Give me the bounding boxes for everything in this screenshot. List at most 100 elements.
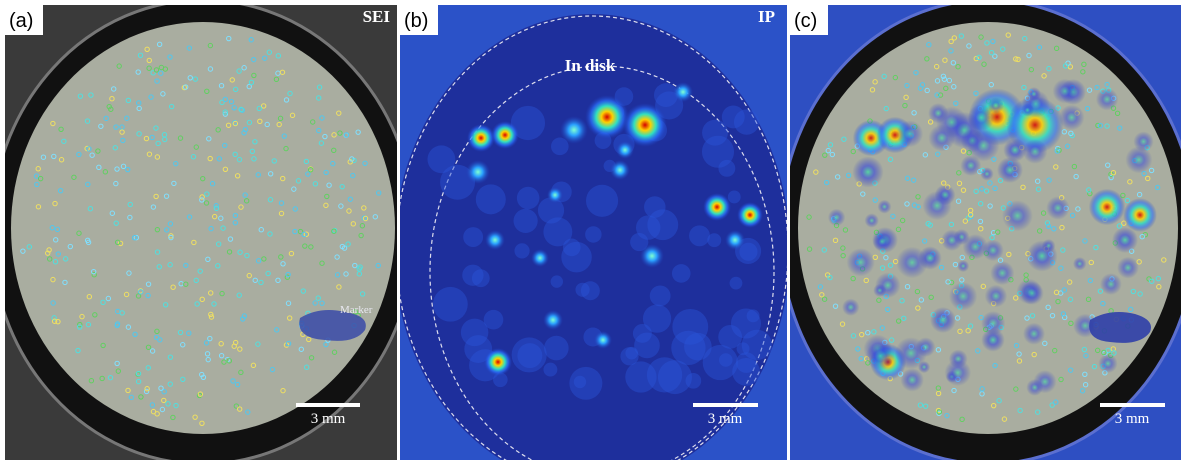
haze xyxy=(427,145,455,173)
haze xyxy=(923,191,952,220)
haze xyxy=(981,311,1005,335)
haze xyxy=(517,187,540,210)
disk xyxy=(11,22,395,434)
panel-tag: IP xyxy=(758,7,775,26)
haze xyxy=(718,160,735,177)
haze xyxy=(1023,139,1048,164)
hotspot xyxy=(673,82,693,102)
haze xyxy=(625,347,638,360)
hotspot xyxy=(531,249,549,267)
panel-label: (b) xyxy=(404,10,428,32)
haze xyxy=(686,373,702,389)
haze xyxy=(476,184,506,214)
haze xyxy=(1002,200,1033,231)
haze xyxy=(585,226,601,242)
haze xyxy=(847,248,875,276)
panel-label: (c) xyxy=(794,10,817,32)
hotspot xyxy=(543,310,563,330)
scale-label: 3 mm xyxy=(311,411,346,427)
haze xyxy=(707,233,721,247)
haze xyxy=(1021,103,1034,116)
marker-blob xyxy=(1089,312,1151,343)
haze xyxy=(633,324,652,343)
annotation: In disk xyxy=(565,56,616,75)
haze xyxy=(990,261,1014,285)
haze xyxy=(1133,131,1153,151)
haze xyxy=(514,209,538,233)
hotspot xyxy=(1112,227,1138,253)
haze xyxy=(1042,239,1056,253)
figure: (a) SEI Marker 3 mm (b) IP In disk 3 mm … xyxy=(0,0,1186,463)
haze xyxy=(1096,88,1118,110)
haze xyxy=(672,309,708,345)
hotspot xyxy=(725,230,745,250)
haze xyxy=(873,232,892,251)
haze xyxy=(586,185,618,217)
hotspot xyxy=(640,244,664,268)
haze xyxy=(896,247,928,279)
haze xyxy=(581,281,600,300)
haze xyxy=(1098,354,1117,373)
haze xyxy=(842,299,859,316)
scale-label: 3 mm xyxy=(708,411,743,427)
hotspot xyxy=(737,202,763,228)
panel-label: (a) xyxy=(9,10,33,32)
haze xyxy=(918,361,930,373)
hotspot xyxy=(616,141,634,159)
haze xyxy=(1023,323,1045,345)
panel-a xyxy=(0,0,415,463)
haze xyxy=(1026,379,1043,396)
haze xyxy=(865,213,879,227)
hotspot xyxy=(466,160,490,184)
panel-c xyxy=(780,0,1186,463)
haze xyxy=(472,269,490,287)
hotspot xyxy=(547,187,563,203)
haze xyxy=(928,103,948,123)
haze xyxy=(732,358,760,386)
haze xyxy=(980,167,993,180)
haze xyxy=(944,359,971,386)
haze xyxy=(734,109,759,134)
hotspot xyxy=(594,331,612,349)
haze xyxy=(1053,79,1078,104)
haze xyxy=(928,125,955,152)
haze xyxy=(1020,281,1043,304)
haze xyxy=(1027,87,1041,101)
haze xyxy=(866,341,895,370)
haze xyxy=(514,243,529,258)
haze xyxy=(689,225,710,246)
hotspot xyxy=(1123,198,1157,232)
haze xyxy=(985,285,1007,307)
annotation: Marker xyxy=(340,304,373,316)
hotspot xyxy=(560,116,588,144)
haze xyxy=(625,361,656,392)
hotspot xyxy=(703,193,731,221)
haze xyxy=(433,287,468,322)
haze xyxy=(982,240,1004,262)
haze xyxy=(957,260,969,272)
haze xyxy=(988,97,1004,113)
haze xyxy=(543,363,557,377)
hotspot xyxy=(930,307,956,333)
haze xyxy=(544,336,569,361)
haze xyxy=(1117,257,1139,279)
hotspot xyxy=(852,156,883,187)
hotspot xyxy=(491,121,519,149)
haze xyxy=(1046,196,1069,219)
haze xyxy=(574,376,586,388)
haze xyxy=(672,264,691,283)
haze xyxy=(878,200,892,214)
haze xyxy=(742,330,772,360)
haze xyxy=(968,130,1000,162)
hotspot xyxy=(485,230,505,250)
haze xyxy=(1100,273,1122,295)
haze xyxy=(896,120,923,147)
haze xyxy=(551,275,563,287)
hotspot xyxy=(585,95,629,139)
hotspot xyxy=(467,124,495,152)
hotspot xyxy=(623,103,667,147)
scale-label: 3 mm xyxy=(1115,411,1150,427)
haze xyxy=(647,209,678,240)
haze xyxy=(873,284,886,297)
hotspot xyxy=(484,348,512,376)
